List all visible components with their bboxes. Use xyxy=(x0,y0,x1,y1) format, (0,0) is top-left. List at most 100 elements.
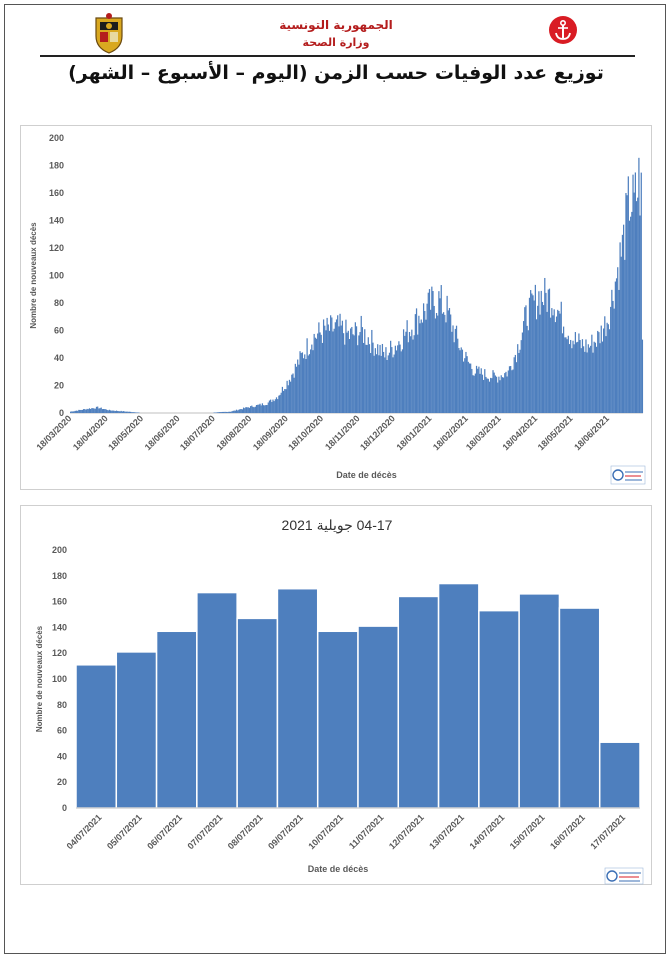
daily-bar xyxy=(541,301,544,413)
daily-bar xyxy=(347,330,349,413)
daily-bar xyxy=(479,373,481,413)
daily-bar xyxy=(415,308,418,413)
daily-bar xyxy=(94,408,96,413)
daily-bar xyxy=(270,399,272,413)
logo-ring xyxy=(606,870,618,882)
daily-bar xyxy=(352,334,354,413)
daily-bar xyxy=(371,329,373,413)
daily-bar xyxy=(475,365,478,413)
daily-bar xyxy=(70,411,72,413)
y-tick-label: 80 xyxy=(54,298,64,308)
daily-bar xyxy=(610,306,612,413)
daily-bar xyxy=(300,353,302,413)
daily-bar xyxy=(408,332,411,413)
daily-bar xyxy=(362,342,365,413)
daily-bar xyxy=(574,332,576,413)
daily-bar xyxy=(262,405,265,413)
daily-bar xyxy=(628,220,631,413)
daily-bar xyxy=(450,314,452,413)
daily-bar xyxy=(482,379,485,413)
daily-bar xyxy=(502,377,505,413)
daily-bar xyxy=(98,408,100,413)
daily-bar xyxy=(517,344,519,413)
daily-bar xyxy=(226,412,228,413)
daily-bar xyxy=(518,352,520,413)
daily-bar xyxy=(620,256,622,413)
daily-bar xyxy=(327,324,329,413)
daily-bar xyxy=(134,412,136,413)
daily-bar xyxy=(241,409,244,413)
daily-bar xyxy=(634,172,636,413)
daily-bar xyxy=(104,409,106,413)
daily-bar xyxy=(292,373,294,413)
daily-bar xyxy=(452,325,454,413)
daily-bar xyxy=(286,380,288,413)
y-tick-label: 80 xyxy=(57,700,67,710)
daily-bar xyxy=(245,407,247,413)
daily-bar xyxy=(281,386,284,413)
daily-bar xyxy=(364,329,366,413)
daily-bar xyxy=(127,411,129,413)
daily-bar xyxy=(638,157,640,413)
daily-bar xyxy=(472,375,474,413)
bar xyxy=(196,591,238,809)
daily-bar xyxy=(540,290,542,413)
daily-bar xyxy=(333,328,335,413)
daily-bar xyxy=(88,408,91,413)
daily-bar xyxy=(432,291,434,413)
daily-bar xyxy=(461,349,464,413)
daily-bar xyxy=(519,349,521,413)
y-tick-label: 100 xyxy=(52,674,67,684)
daily-bar xyxy=(604,316,606,413)
daily-bar xyxy=(451,331,453,413)
x-tick-label: 18/09/2020 xyxy=(251,413,290,452)
daily-bar xyxy=(474,373,476,413)
daily-bar xyxy=(484,369,486,413)
daily-bar xyxy=(379,344,381,413)
daily-bar xyxy=(419,323,421,413)
daily-bar xyxy=(586,352,588,413)
daily-bar xyxy=(608,329,611,413)
daily-bar xyxy=(506,376,508,413)
daily-bar xyxy=(424,310,426,413)
daily-bar xyxy=(391,347,393,413)
daily-bar xyxy=(280,392,282,413)
daily-bar xyxy=(513,357,515,413)
daily-bar xyxy=(493,372,495,413)
july-deaths-chart: 04-17 جويلية 2021 0 20 40 60 80 100 120 140 160 18… xyxy=(20,505,652,885)
daily-bar xyxy=(360,315,362,413)
july-bars xyxy=(75,582,641,809)
x-tick-label: 18/03/2021 xyxy=(464,413,503,452)
daily-bar xyxy=(359,332,361,413)
daily-bar xyxy=(546,311,548,413)
x-tick-label: 18/08/2020 xyxy=(215,413,254,452)
daily-bar xyxy=(86,408,88,413)
daily-bar xyxy=(291,374,293,413)
daily-bar xyxy=(91,408,93,413)
daily-bar xyxy=(324,325,326,413)
daily-bar xyxy=(128,411,131,413)
daily-bar xyxy=(617,267,619,413)
daily-bar xyxy=(547,289,549,413)
x-tick-label: 16/07/2021 xyxy=(548,812,587,851)
daily-bar xyxy=(305,358,307,413)
daily-bar xyxy=(445,322,447,413)
daily-bar xyxy=(218,412,220,413)
daily-bar xyxy=(588,347,591,413)
daily-bar xyxy=(392,357,394,413)
daily-bar xyxy=(554,322,556,413)
daily-bar xyxy=(421,322,424,413)
daily-bar xyxy=(299,351,301,413)
daily-bar xyxy=(545,292,547,413)
daily-bar xyxy=(428,289,431,413)
daily-deaths-chart-svg: 02040608010012014016018020018/03/202018/… xyxy=(29,133,646,485)
daily-bar xyxy=(126,411,128,413)
daily-bar xyxy=(73,411,75,413)
chart-title: 04-17 جويلية 2021 xyxy=(282,517,393,534)
daily-bar xyxy=(420,319,422,413)
daily-bar xyxy=(422,303,425,413)
x-tick-label: 18/05/2021 xyxy=(536,413,575,452)
daily-bar xyxy=(579,339,581,413)
daily-bar xyxy=(478,366,480,413)
daily-bar xyxy=(612,300,614,413)
